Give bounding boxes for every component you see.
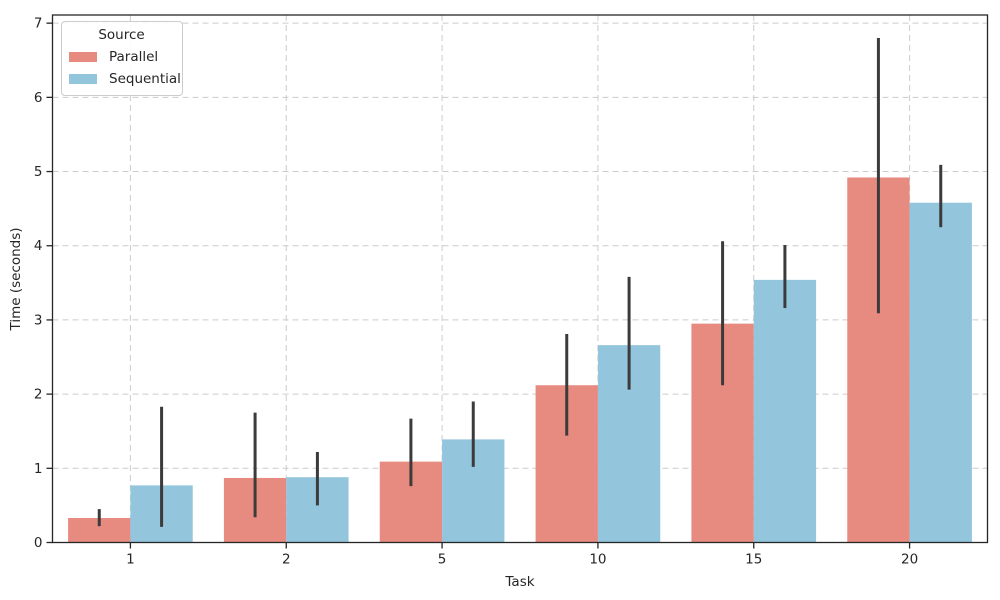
- parallel-color-swatch: [69, 52, 97, 62]
- plot-border: [51, 14, 989, 544]
- bar-sequential-20: [909, 202, 972, 543]
- y-tick-label: 4: [34, 238, 43, 254]
- legend-item-parallel: Parallel: [69, 49, 174, 65]
- x-tick-label: 2: [282, 552, 291, 568]
- y-tick-label: 5: [34, 164, 43, 180]
- tick-labels: 0 1 2 3 4 5 6 7 1 2 5 10 15 20: [34, 16, 918, 568]
- x-tick-label: 15: [745, 552, 762, 568]
- y-axis-label: Time (seconds): [8, 227, 24, 331]
- y-tick-label: 1: [34, 461, 43, 477]
- sequential-color-swatch: [69, 74, 97, 84]
- bar-sequential-15: [753, 279, 817, 543]
- x-tick-label: 10: [589, 552, 606, 568]
- x-tick-label: 20: [901, 552, 918, 568]
- x-axis-label: Task: [504, 574, 534, 590]
- y-tick-label: 0: [34, 535, 43, 551]
- legend-label-parallel: Parallel: [109, 49, 159, 65]
- x-tick-label: 1: [126, 552, 135, 568]
- legend-title: Source: [98, 27, 145, 43]
- error-bars: [97, 37, 943, 527]
- legend-label-sequential: Sequential: [109, 71, 181, 87]
- bars: [68, 177, 972, 543]
- legend: Source Parallel Sequential: [61, 21, 183, 96]
- y-tick-label: 7: [34, 16, 43, 32]
- axes-spines: [51, 14, 989, 544]
- axis-ticks: [46, 22, 911, 549]
- y-tick-label: 3: [34, 312, 43, 328]
- y-tick-label: 2: [34, 387, 43, 403]
- y-tick-label: 6: [34, 90, 43, 106]
- legend-item-sequential: Sequential: [69, 71, 181, 87]
- x-tick-label: 5: [438, 552, 447, 568]
